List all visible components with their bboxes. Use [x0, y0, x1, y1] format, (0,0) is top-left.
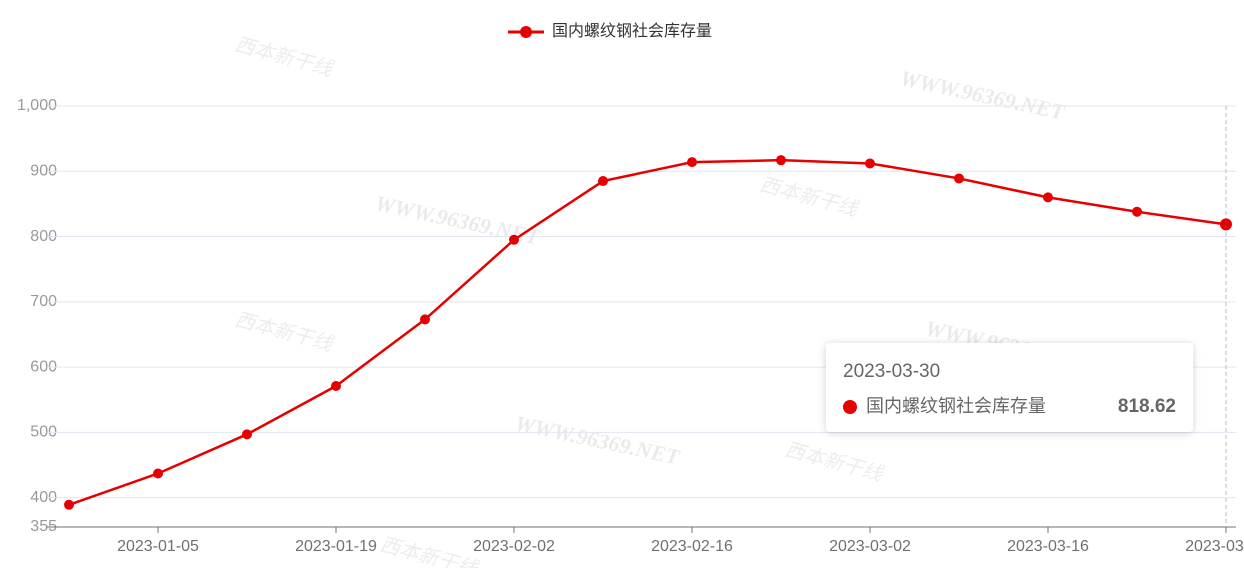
- data-point: [509, 234, 519, 245]
- tooltip-box: [826, 343, 1193, 432]
- data-point: [598, 176, 608, 187]
- data-point: [1132, 206, 1142, 217]
- data-point: [331, 381, 341, 392]
- x-tick-label: 2023-03-02: [829, 538, 911, 555]
- data-point: [776, 155, 786, 166]
- x-tick-label: 2023-02-02: [473, 538, 555, 555]
- tooltip: 2023-03-30 国内螺纹钢社会库存量 818.62: [826, 343, 1193, 432]
- data-point: [420, 314, 430, 325]
- watermark-logo: 西本新干线: [377, 534, 481, 568]
- x-tick-label: 2023-02-16: [651, 538, 733, 555]
- y-tick-label: 600: [30, 358, 57, 375]
- legend[interactable]: 国内螺纹钢社会库存量: [508, 22, 712, 40]
- y-tick-label: 400: [30, 489, 57, 506]
- data-point: [64, 499, 74, 510]
- data-point: [865, 158, 875, 169]
- watermark-logo: 西本新干线: [782, 439, 886, 487]
- y-tick-label: 900: [30, 162, 57, 179]
- series-line: [68, 158, 1227, 506]
- x-tick-label: 2023-03-30: [1185, 538, 1244, 555]
- tooltip-marker: [843, 400, 857, 414]
- legend-label: 国内螺纹钢社会库存量: [552, 22, 712, 40]
- x-tick-label: 2023-01-19: [295, 538, 377, 555]
- x-tick-label: 2023-01-05: [117, 538, 199, 555]
- x-tick-label: 2023-03-16: [1007, 538, 1089, 555]
- data-point: [242, 429, 252, 440]
- watermark: WWW.96369.NET: [513, 410, 683, 470]
- data-point: [954, 173, 964, 184]
- tooltip-value: 818.62: [1118, 396, 1176, 417]
- y-tick-label: 700: [30, 293, 57, 310]
- data-point: [153, 468, 163, 479]
- watermark-logo: 西本新干线: [232, 309, 336, 357]
- legend-marker: [520, 26, 532, 38]
- data-point: [1220, 218, 1232, 231]
- watermark-logo: 西本新干线: [232, 34, 336, 82]
- watermark: WWW.96369.NET: [898, 65, 1068, 125]
- watermarks: WWW.96369.NET WWW.96369.NET WWW.96369.NE…: [232, 34, 1093, 568]
- tooltip-series: 国内螺纹钢社会库存量: [866, 396, 1046, 416]
- y-tick-label: 800: [30, 228, 57, 245]
- y-tick-label: 355: [30, 518, 57, 535]
- data-point: [687, 157, 697, 168]
- watermark-logo: 西本新干线: [757, 174, 861, 222]
- tooltip-title: 2023-03-30: [843, 361, 940, 382]
- y-tick-label: 500: [30, 424, 57, 441]
- data-point: [1043, 192, 1053, 203]
- y-tick-label: 1,000: [17, 97, 57, 114]
